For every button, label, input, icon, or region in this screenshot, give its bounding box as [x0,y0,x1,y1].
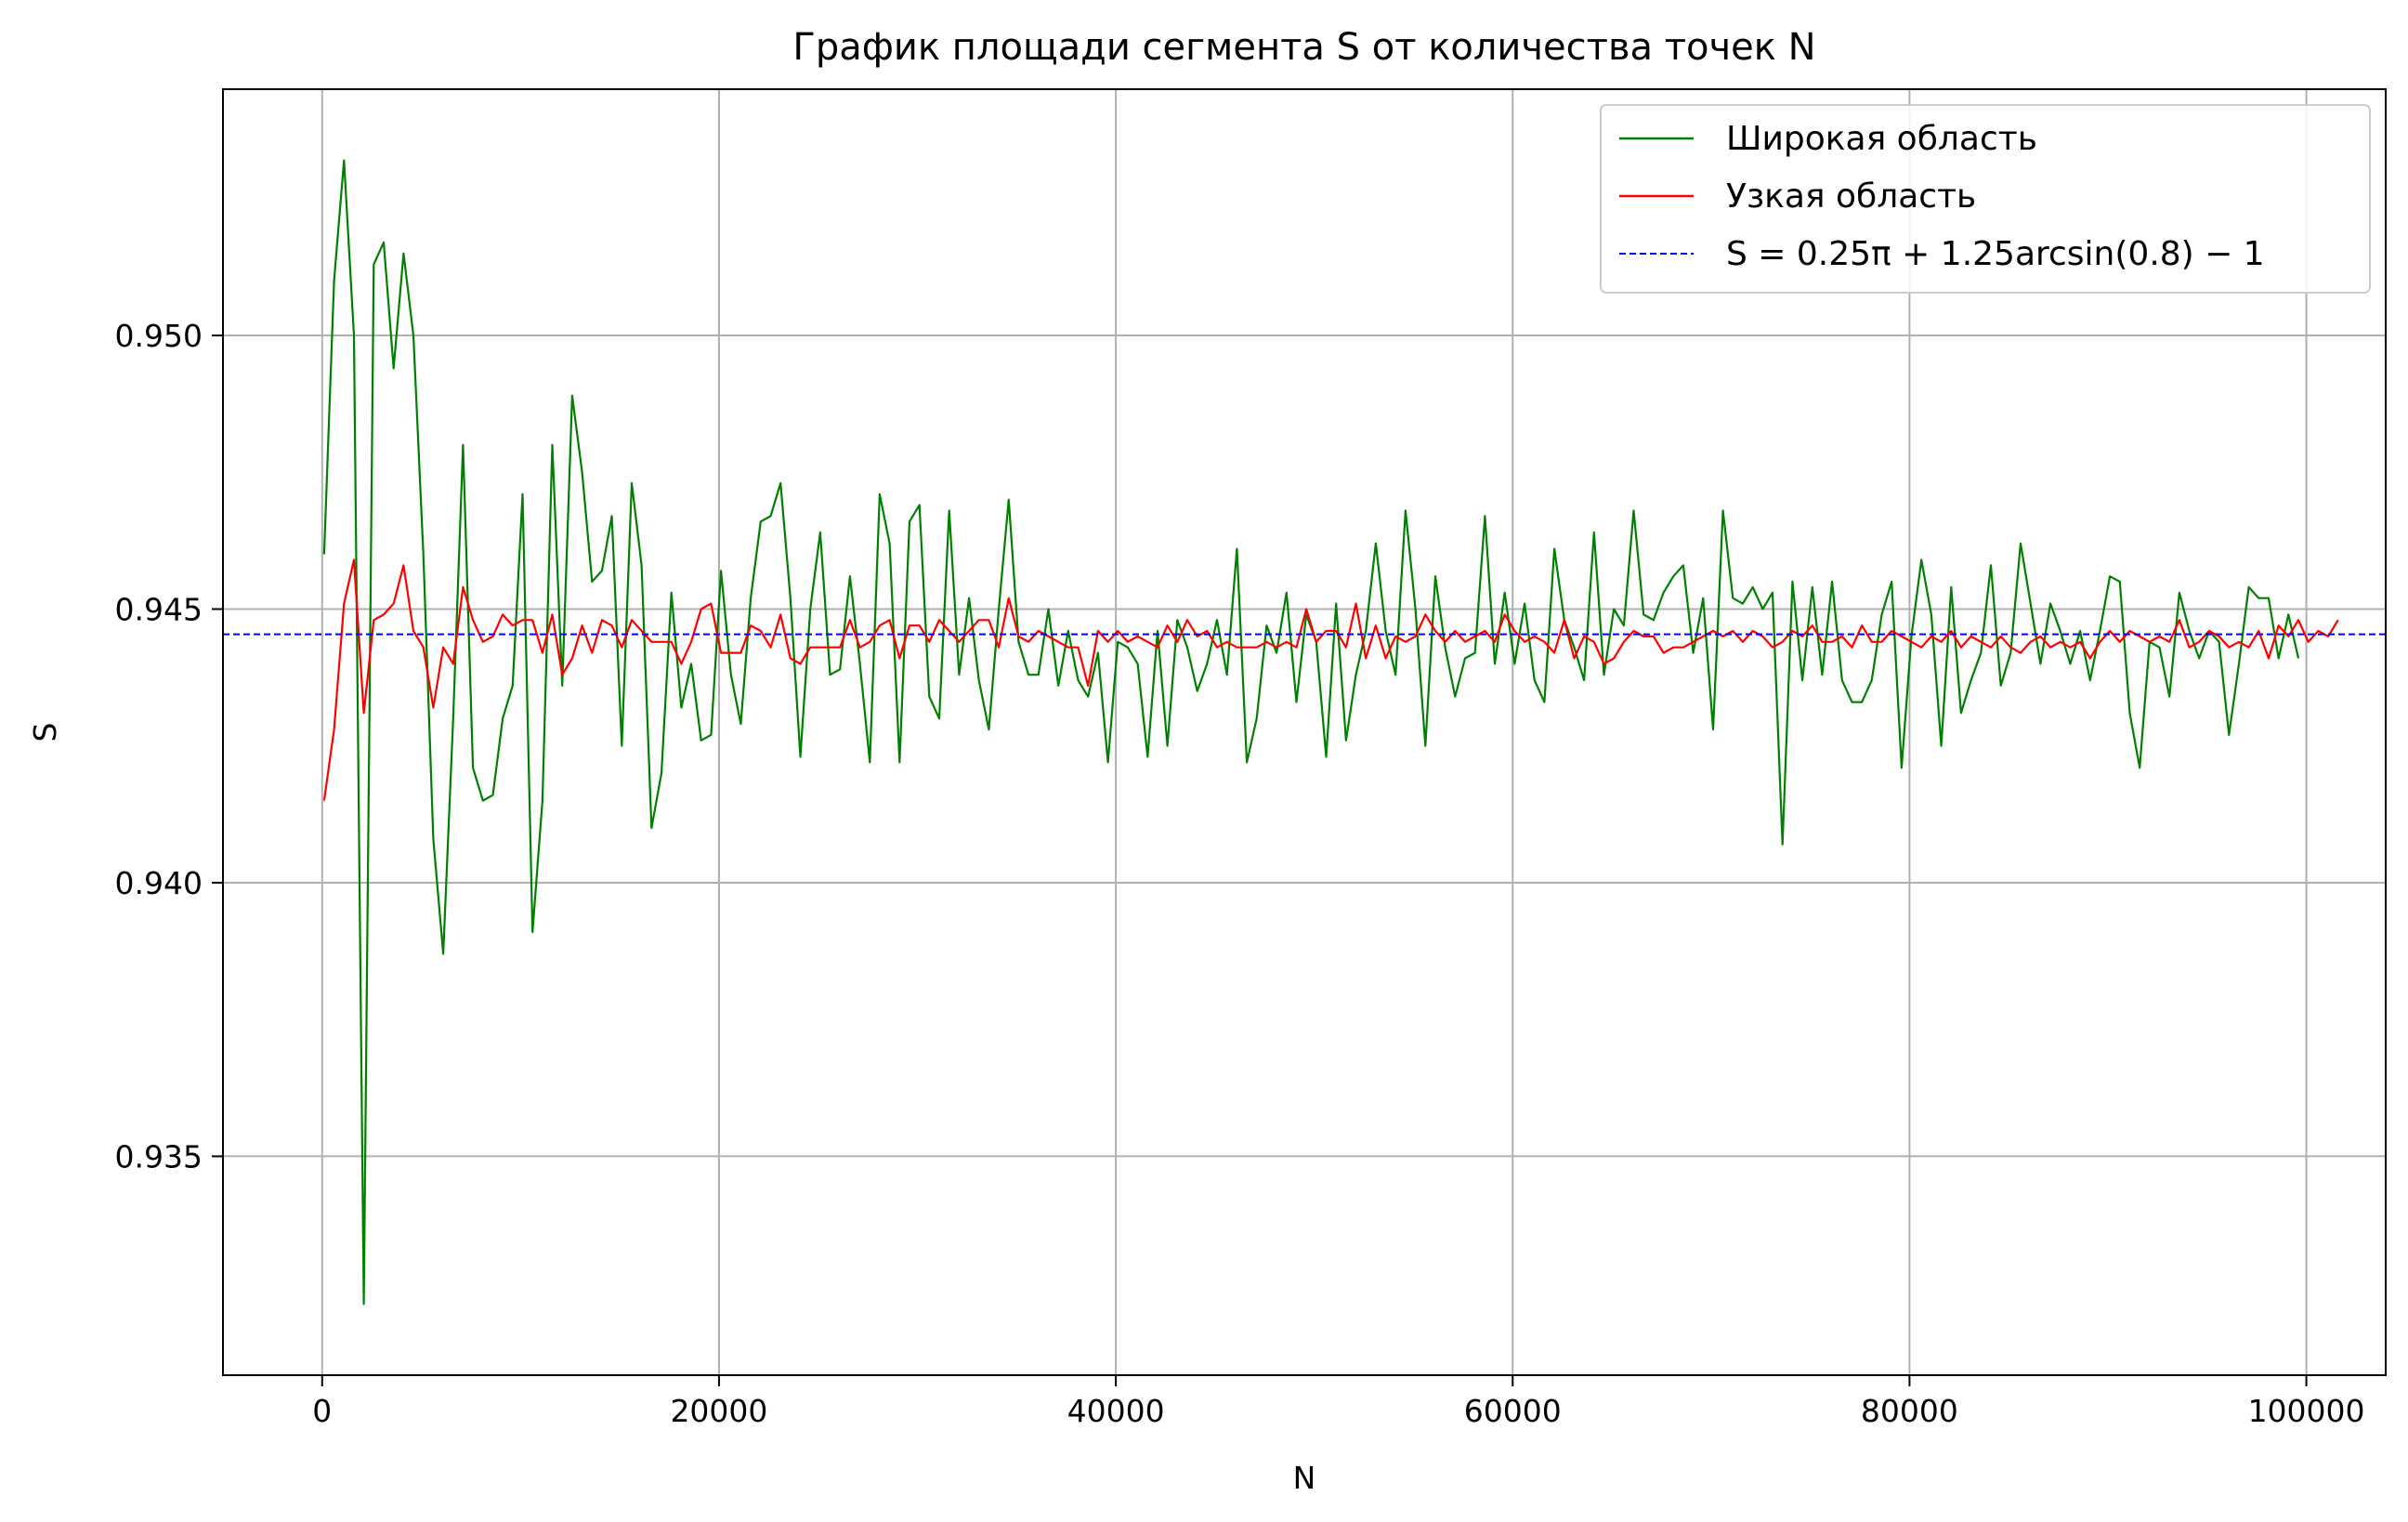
y-tick-label: 0.935 [115,1138,203,1174]
x-tick-label: 100000 [2248,1393,2365,1429]
x-tick-label: 80000 [1861,1393,1958,1429]
y-axis-label: S [27,723,63,742]
legend-label: Широкая область [1726,120,2037,158]
ticks: 0 20000 40000 60000 80000 100000 0.935 0.940 0.9… [115,318,2365,1429]
chart-title: График площади сегмента S от количества … [792,26,1815,69]
plot-frame [222,88,2387,1376]
x-tick-label: 20000 [670,1393,767,1429]
y-tick-label: 0.945 [115,591,203,627]
y-tick-label: 0.950 [115,318,203,354]
legend-label: Узкая область [1726,177,1976,216]
x-tick-label: 60000 [1464,1393,1562,1429]
legend-label: S = 0.25π + 1.25arcsin(0.8) − 1 [1726,235,2265,273]
x-axis-label: N [1293,1460,1316,1496]
x-tick-label: 40000 [1067,1393,1165,1429]
series-layer [223,159,2386,1306]
x-tick-label: 0 [312,1393,332,1429]
series-line-1 [322,558,2339,801]
grid [223,89,2386,1375]
legend-box [1600,104,2371,294]
plot-area [223,89,2386,1375]
y-tick-label: 0.940 [115,865,203,901]
legend: Широкая область Узкая область S = 0.25π + … [1600,104,2371,294]
